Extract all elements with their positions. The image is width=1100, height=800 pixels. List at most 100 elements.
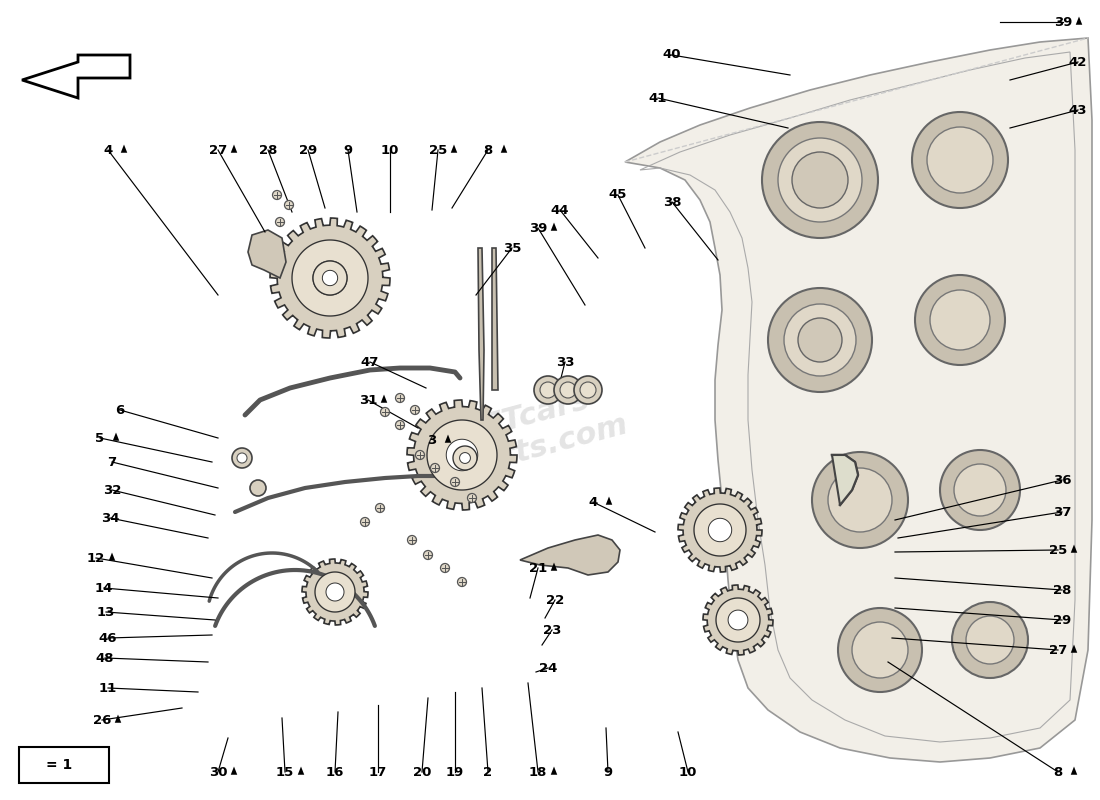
Polygon shape	[314, 261, 346, 295]
Text: 6: 6	[116, 403, 124, 417]
Text: 42: 42	[1069, 55, 1087, 69]
Text: 4: 4	[588, 495, 597, 509]
Text: 47: 47	[361, 355, 379, 369]
Polygon shape	[551, 766, 558, 774]
Circle shape	[407, 535, 417, 545]
Polygon shape	[453, 446, 477, 470]
Text: 5: 5	[96, 431, 104, 445]
Text: 8: 8	[483, 143, 493, 157]
Circle shape	[424, 550, 432, 559]
Polygon shape	[832, 455, 858, 505]
Text: 30: 30	[209, 766, 228, 778]
Text: 22: 22	[546, 594, 564, 606]
Polygon shape	[231, 145, 238, 153]
Text: 8: 8	[1054, 766, 1063, 778]
Circle shape	[912, 112, 1008, 208]
Text: 45: 45	[608, 189, 627, 202]
Polygon shape	[381, 394, 387, 402]
Polygon shape	[112, 433, 119, 441]
Circle shape	[468, 494, 476, 502]
Polygon shape	[1070, 645, 1077, 653]
Polygon shape	[248, 230, 286, 278]
Text: 20: 20	[412, 766, 431, 778]
Text: 2: 2	[483, 766, 493, 778]
Polygon shape	[451, 145, 458, 153]
Polygon shape	[478, 248, 484, 420]
Text: 18: 18	[529, 766, 547, 778]
Text: 39: 39	[529, 222, 547, 234]
Circle shape	[236, 453, 248, 463]
Circle shape	[792, 152, 848, 208]
Circle shape	[574, 376, 602, 404]
Circle shape	[285, 201, 294, 210]
Text: 23: 23	[542, 623, 561, 637]
Circle shape	[915, 275, 1005, 365]
Text: 34: 34	[101, 511, 119, 525]
Polygon shape	[1070, 766, 1077, 774]
Circle shape	[554, 376, 582, 404]
Circle shape	[762, 122, 878, 238]
Circle shape	[966, 616, 1014, 664]
Text: 41: 41	[649, 91, 668, 105]
Circle shape	[375, 503, 385, 513]
Text: 10: 10	[679, 766, 697, 778]
Circle shape	[273, 190, 282, 199]
Polygon shape	[447, 439, 477, 470]
Polygon shape	[500, 145, 507, 153]
Circle shape	[396, 394, 405, 402]
Polygon shape	[114, 714, 121, 722]
Circle shape	[952, 602, 1028, 678]
Circle shape	[250, 480, 266, 496]
Circle shape	[940, 450, 1020, 530]
Circle shape	[381, 407, 389, 417]
Polygon shape	[492, 248, 498, 390]
Text: 29: 29	[299, 143, 317, 157]
Circle shape	[416, 450, 425, 459]
Polygon shape	[109, 553, 116, 561]
Circle shape	[430, 463, 440, 473]
Text: 28: 28	[1053, 583, 1071, 597]
Polygon shape	[298, 766, 305, 774]
Text: 46: 46	[99, 631, 118, 645]
Circle shape	[927, 127, 993, 193]
Text: 19: 19	[446, 766, 464, 778]
Circle shape	[458, 578, 466, 586]
Circle shape	[798, 318, 842, 362]
Polygon shape	[444, 434, 451, 442]
Text: 48: 48	[96, 651, 114, 665]
Circle shape	[778, 138, 862, 222]
Circle shape	[812, 452, 907, 548]
Text: 31: 31	[359, 394, 377, 406]
Polygon shape	[292, 240, 368, 316]
Circle shape	[838, 608, 922, 692]
Text: 32: 32	[102, 483, 121, 497]
Polygon shape	[728, 610, 748, 630]
Circle shape	[580, 382, 596, 398]
Text: 25: 25	[429, 143, 447, 157]
Circle shape	[361, 518, 370, 526]
Circle shape	[828, 468, 892, 532]
Polygon shape	[326, 583, 344, 601]
Circle shape	[768, 288, 872, 392]
Text: 10: 10	[381, 143, 399, 157]
Text: 12: 12	[87, 551, 106, 565]
Polygon shape	[1076, 17, 1082, 25]
Text: 17: 17	[368, 766, 387, 778]
Circle shape	[954, 464, 1007, 516]
Text: 29: 29	[1053, 614, 1071, 626]
Polygon shape	[703, 585, 773, 655]
Polygon shape	[407, 400, 517, 510]
Text: 3: 3	[428, 434, 437, 446]
Circle shape	[784, 304, 856, 376]
Polygon shape	[121, 145, 128, 153]
Circle shape	[852, 622, 907, 678]
Polygon shape	[427, 420, 497, 490]
Circle shape	[396, 421, 405, 430]
Polygon shape	[694, 504, 746, 556]
Text: 43: 43	[1069, 103, 1087, 117]
Text: 27: 27	[209, 143, 227, 157]
Text: 16: 16	[326, 766, 344, 778]
Circle shape	[232, 448, 252, 468]
Text: 26: 26	[92, 714, 111, 726]
Polygon shape	[1070, 545, 1077, 553]
